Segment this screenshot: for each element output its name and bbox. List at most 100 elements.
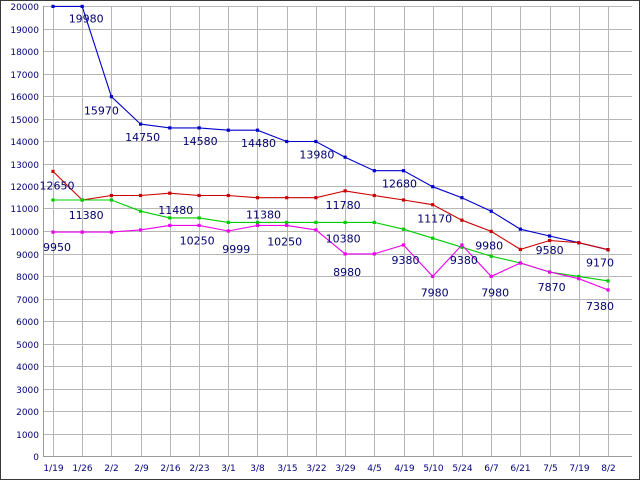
- data-point-marker: [285, 220, 289, 224]
- data-point-value-label: 12680: [382, 178, 417, 191]
- data-point-marker: [548, 238, 552, 243]
- data-point-marker: [139, 122, 143, 126]
- y-axis-tick-label: 8000: [16, 273, 39, 283]
- x-axis-tick-label: 8/2: [601, 464, 615, 474]
- data-point-marker: [51, 4, 55, 8]
- data-point-marker: [51, 230, 55, 234]
- data-point-marker: [372, 252, 376, 256]
- data-point-marker: [255, 223, 260, 227]
- y-axis-tick-label: 1000: [16, 431, 39, 441]
- y-axis-tick-label: 2000: [16, 408, 39, 418]
- y-axis-tick-label: 15000: [10, 116, 39, 126]
- data-point-marker: [314, 196, 318, 200]
- data-point-value-label: 9950: [43, 241, 71, 254]
- data-point-marker: [226, 128, 230, 132]
- data-point-marker: [226, 220, 230, 224]
- data-point-value-label: 11380: [246, 208, 281, 221]
- x-axis-tick-label: 6/7: [484, 464, 498, 474]
- series-line-blue: [53, 5, 609, 251]
- y-axis-tick-label: 7000: [16, 296, 39, 306]
- data-point-marker: [489, 274, 493, 278]
- data-point-value-label: 9999: [222, 243, 250, 256]
- data-point-value-label: 10380: [326, 232, 361, 245]
- x-axis-tick-label: 4/5: [367, 464, 381, 474]
- y-axis-tick-label: 11000: [10, 205, 39, 215]
- data-point-marker: [606, 279, 610, 283]
- data-point-marker: [168, 126, 172, 130]
- data-point-marker: [548, 234, 552, 238]
- data-point-marker: [343, 252, 347, 256]
- y-tick-labels: 0 1000 2000 3000 4000 5000 6000 7000 8000 9000 100…: [10, 3, 39, 463]
- data-point-marker: [343, 189, 347, 193]
- data-point-marker: [431, 274, 435, 278]
- x-axis-tick-label: 7/19: [569, 464, 589, 474]
- data-point-marker: [518, 227, 522, 231]
- data-point-value-label: 7980: [421, 286, 449, 299]
- data-point-marker: [285, 223, 289, 227]
- y-axis-tick-label: 16000: [10, 93, 39, 103]
- data-point-value-label: 13980: [299, 149, 334, 162]
- y-axis-tick-label: 12000: [10, 183, 39, 193]
- data-point-value-label: 8980: [333, 266, 361, 279]
- data-point-marker: [460, 196, 464, 200]
- y-axis-tick-label: 3000: [16, 386, 39, 396]
- y-axis-tick-label: 9000: [16, 251, 39, 261]
- data-point-marker: [518, 261, 522, 265]
- data-point-marker: [401, 169, 406, 173]
- data-point-value-label: 9380: [392, 254, 420, 267]
- data-point-marker: [255, 128, 260, 132]
- x-axis-tick-label: 1/19: [43, 464, 63, 474]
- y-axis-tick-label: 14000: [10, 138, 39, 148]
- data-point-value-label: 7980: [481, 286, 509, 299]
- x-axis-tick-label: 3/29: [335, 464, 355, 474]
- data-point-value-label: 11170: [417, 213, 452, 226]
- data-point-marker: [226, 229, 230, 233]
- data-point-marker: [139, 209, 143, 213]
- series-line-red: [52, 171, 609, 251]
- data-point-marker: [314, 139, 318, 144]
- x-axis-tick-label: 5/10: [423, 464, 443, 474]
- data-point-marker: [372, 220, 376, 224]
- data-point-value-label: 7380: [586, 300, 614, 313]
- point-value-labels: 19980 15970 14750 14580 14480 13980 12680 9580 9…: [40, 12, 615, 313]
- data-point-marker: [226, 193, 230, 198]
- data-point-marker: [139, 193, 143, 198]
- data-point-marker: [314, 220, 318, 224]
- y-axis-tick-label: 20000: [10, 3, 39, 13]
- data-point-marker: [285, 139, 289, 144]
- data-point-marker: [109, 198, 113, 202]
- data-point-value-label: 10250: [180, 234, 215, 247]
- data-point-marker: [139, 228, 143, 232]
- x-tick-labels: 1/19 1/26 2/2 2/9 2/16 2/23 3/1 3/8 3/15 3/22 3/29…: [43, 464, 615, 474]
- data-point-marker: [168, 223, 172, 227]
- data-point-marker: [51, 169, 55, 173]
- series-line-green: [53, 199, 609, 282]
- x-axis-tick-label: 3/1: [221, 464, 235, 474]
- data-point-marker: [489, 229, 493, 233]
- data-point-marker: [343, 220, 347, 224]
- data-point-marker: [109, 95, 113, 99]
- data-point-marker: [489, 254, 493, 258]
- data-point-marker: [197, 216, 201, 220]
- data-point-marker: [548, 270, 552, 274]
- data-point-marker: [460, 245, 464, 249]
- data-point-marker: [460, 243, 464, 247]
- data-point-marker: [431, 203, 435, 207]
- data-point-marker: [51, 198, 55, 202]
- data-point-value-label: 9170: [586, 257, 614, 270]
- data-point-marker: [168, 216, 172, 220]
- x-axis-tick-label: 6/21: [510, 464, 530, 474]
- x-axis-tick-label: 3/22: [306, 464, 326, 474]
- y-axis-tick-label: 18000: [10, 48, 39, 58]
- data-point-marker: [197, 223, 201, 227]
- data-point-value-label: 19980: [69, 12, 104, 25]
- y-axis-tick-label: 5000: [16, 341, 39, 351]
- y-axis-tick-label: 4000: [16, 363, 39, 373]
- y-axis-tick-label: 17000: [10, 71, 39, 81]
- x-axis-tick-label: 3/15: [277, 464, 297, 474]
- x-axis-tick-label: 2/2: [104, 464, 118, 474]
- data-point-value-label: 14480: [241, 137, 276, 150]
- data-point-marker: [255, 196, 260, 200]
